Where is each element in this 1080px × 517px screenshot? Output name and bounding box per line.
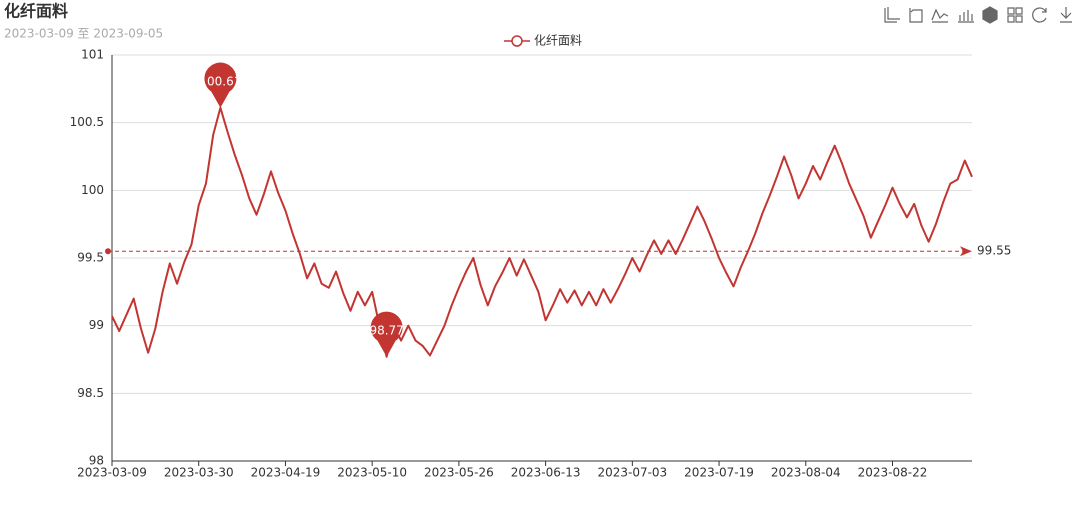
average-start xyxy=(105,248,111,255)
y-tick-label: 98 xyxy=(89,454,104,468)
average-label: 99.55 xyxy=(977,244,1011,258)
zoom-reset-icon[interactable] xyxy=(909,8,923,23)
bar-icon[interactable] xyxy=(958,10,974,23)
x-tick-label: 2023-08-04 xyxy=(771,466,841,480)
data-view-icon[interactable] xyxy=(1007,7,1023,23)
y-tick-label: 100.5 xyxy=(70,115,104,129)
chart-subtitle: 2023-03-09 至 2023-09-05 xyxy=(4,27,163,41)
x-tick-label: 2023-07-03 xyxy=(597,466,667,480)
zoom-icon[interactable] xyxy=(884,7,900,23)
line-icon[interactable] xyxy=(931,8,949,23)
y-tick-label: 100 xyxy=(81,183,104,197)
x-tick-label: 2023-05-10 xyxy=(337,466,407,480)
y-tick-label: 99 xyxy=(89,318,104,332)
stack-icon[interactable] xyxy=(982,6,998,24)
series-line xyxy=(111,106,973,358)
x-tick-label: 2023-03-30 xyxy=(164,466,234,480)
mark-pin xyxy=(370,311,403,357)
mark-label: 98.77 xyxy=(369,323,403,337)
x-tick-label: 2023-06-13 xyxy=(511,466,581,480)
chart-title: 化纤面料 xyxy=(4,2,68,21)
y-tick-label: 98.5 xyxy=(77,386,104,400)
mark-label: 100.61 xyxy=(199,74,241,88)
toolbox xyxy=(884,6,1072,24)
save-icon[interactable] xyxy=(1060,7,1072,23)
x-tick-label: 2023-08-22 xyxy=(858,466,928,480)
x-tick-label: 2023-03-09 xyxy=(77,466,147,480)
average-arrow xyxy=(960,246,972,257)
restore-icon[interactable] xyxy=(1032,7,1047,23)
x-tick-label: 2023-04-19 xyxy=(251,466,321,480)
x-tick-label: 2023-05-26 xyxy=(424,466,494,480)
y-tick-label: 99.5 xyxy=(77,251,104,265)
mark-pin xyxy=(204,62,237,108)
legend-marker xyxy=(511,35,523,47)
x-tick-label: 2023-07-19 xyxy=(684,466,754,480)
legend-label: 化纤面料 xyxy=(534,34,582,48)
y-tick-label: 101 xyxy=(81,48,104,62)
